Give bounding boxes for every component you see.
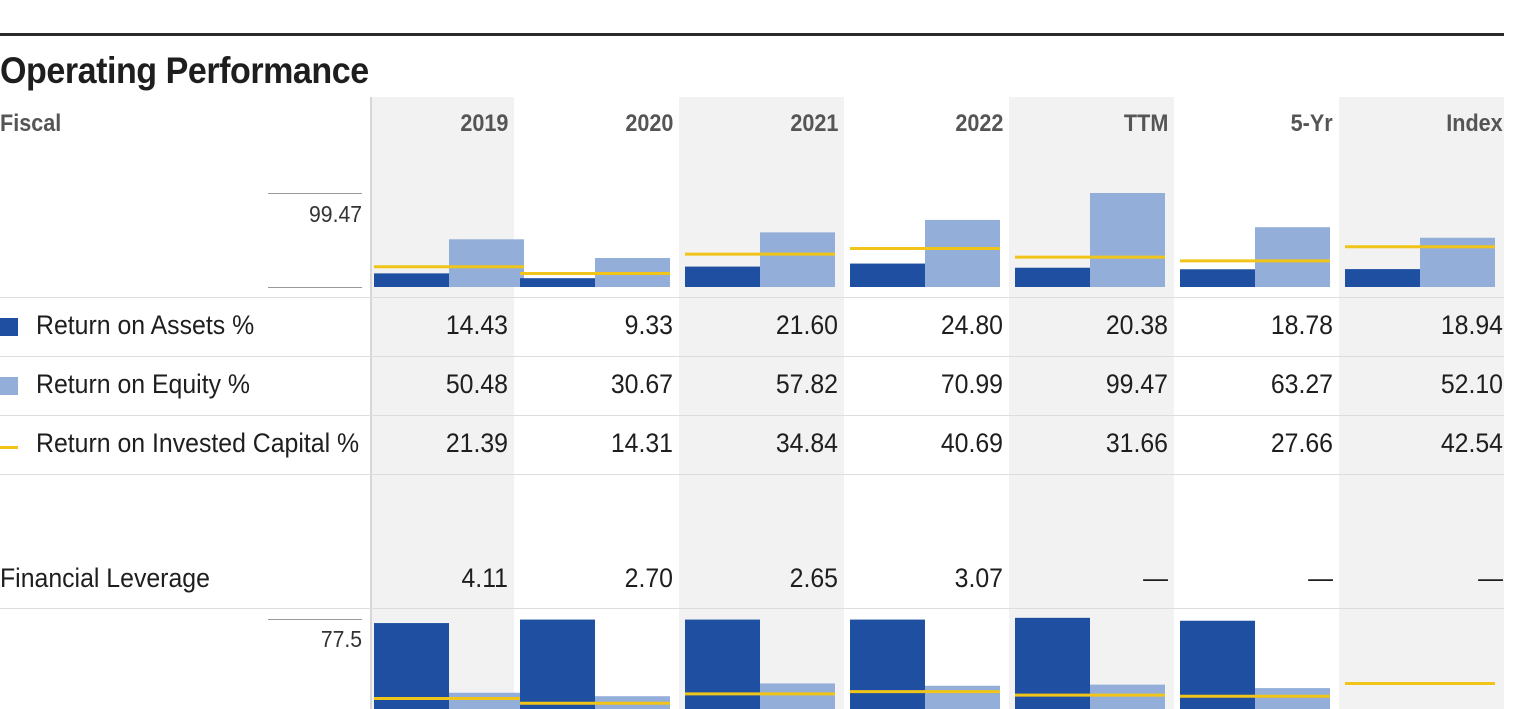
header-index: Index (1446, 110, 1503, 137)
cell-roe-5: 63.27 (1270, 369, 1333, 399)
chart2-bar-dark-5 (1180, 620, 1255, 709)
cell-leverage-3: 3.07 (954, 563, 1003, 593)
chart2-axis-max-label: 77.5 (320, 626, 362, 652)
cell-leverage-5: — (1308, 563, 1333, 593)
header-2019: 2019 (459, 110, 508, 137)
cell-roic-4: 31.66 (1105, 428, 1168, 458)
header-5yr: 5-Yr (1290, 110, 1333, 137)
cell-roa-3: 24.80 (940, 310, 1003, 340)
chart1-bar-dark-6 (1345, 269, 1420, 287)
column-band-2019 (372, 97, 514, 709)
row-separator (0, 356, 1504, 357)
row-label-roe: Return on Equity % (36, 369, 251, 399)
header-2020: 2020 (624, 110, 673, 137)
cell-roe-0: 50.48 (445, 369, 508, 399)
row-separator (0, 297, 1504, 298)
cell-roe-2: 57.82 (775, 369, 838, 399)
chart2-bar-dark-3 (850, 619, 925, 709)
cell-leverage-4: — (1143, 563, 1168, 593)
chart1-axis-top-tick (268, 193, 362, 194)
legend-swatch-roa (0, 318, 18, 336)
chart2-bar-light-0 (449, 692, 524, 709)
row-separator (0, 474, 1504, 475)
cell-roa-2: 21.60 (775, 310, 838, 340)
chart1-bar-light-5 (1255, 227, 1330, 287)
cell-roe-1: 30.67 (610, 369, 673, 399)
cell-leverage-1: 2.70 (624, 563, 673, 593)
cell-roic-1: 14.31 (610, 428, 673, 458)
cell-roic-3: 40.69 (940, 428, 1003, 458)
cell-leverage-6: — (1478, 563, 1503, 593)
cell-roa-4: 20.38 (1105, 310, 1168, 340)
cell-roic-6: 42.54 (1440, 428, 1503, 458)
chart2-bar-light-4 (1090, 684, 1165, 709)
row-label-roic: Return on Invested Capital % (36, 428, 360, 458)
cell-roic-5: 27.66 (1270, 428, 1333, 458)
header-2022: 2022 (954, 110, 1003, 137)
cell-roa-5: 18.78 (1270, 310, 1333, 340)
header-fiscal: Fiscal (0, 110, 62, 137)
chart1-bar-light-6 (1420, 237, 1495, 287)
chart1-bar-dark-4 (1015, 267, 1090, 287)
section-title: Operating Performance (0, 50, 369, 91)
cell-leverage-2: 2.65 (789, 563, 838, 593)
chart2-bar-dark-2 (685, 619, 760, 709)
chart1-bar-dark-2 (685, 266, 760, 287)
chart1-bar-light-4 (1090, 193, 1165, 287)
chart2-axis-top-tick (268, 619, 362, 620)
cell-roa-0: 14.43 (445, 310, 508, 340)
row-separator (0, 608, 1504, 609)
cell-roe-3: 70.99 (940, 369, 1003, 399)
chart1-axis-max-label: 99.47 (309, 201, 362, 227)
row-label-roa: Return on Assets % (36, 310, 255, 340)
column-separator (370, 97, 372, 709)
header-ttm: TTM (1123, 110, 1168, 137)
cell-roa-1: 9.33 (624, 310, 673, 340)
header-2021: 2021 (789, 110, 838, 137)
chart2-bar-dark-0 (374, 623, 449, 709)
chart2-bar-dark-1 (520, 619, 595, 709)
cell-leverage-0: 4.11 (461, 563, 508, 593)
chart1-bar-dark-1 (520, 278, 595, 287)
top-rule (0, 33, 1504, 36)
legend-swatch-roe (0, 377, 18, 395)
chart1-bar-dark-3 (850, 263, 925, 287)
chart1-bar-light-2 (760, 232, 835, 287)
column-band-2021 (679, 97, 844, 709)
row-label-leverage: Financial Leverage (0, 563, 210, 593)
chart1-axis-bottom-tick (268, 287, 362, 288)
cell-roa-6: 18.94 (1440, 310, 1503, 340)
chart2-bar-light-3 (925, 685, 1000, 709)
chart1-bar-dark-0 (374, 273, 449, 287)
chart1-bar-light-3 (925, 219, 1000, 287)
cell-roic-2: 34.84 (775, 428, 838, 458)
row-separator (0, 415, 1504, 416)
cell-roic-0: 21.39 (445, 428, 508, 458)
legend-swatch-roic (0, 446, 18, 449)
chart1-bar-dark-5 (1180, 269, 1255, 287)
chart1-bar-light-0 (449, 239, 524, 287)
chart2-bar-light-5 (1255, 688, 1330, 709)
cell-roe-4: 99.47 (1105, 369, 1168, 399)
chart2-bar-light-2 (760, 683, 835, 709)
column-band-index (1339, 97, 1504, 709)
cell-roe-6: 52.10 (1440, 369, 1503, 399)
